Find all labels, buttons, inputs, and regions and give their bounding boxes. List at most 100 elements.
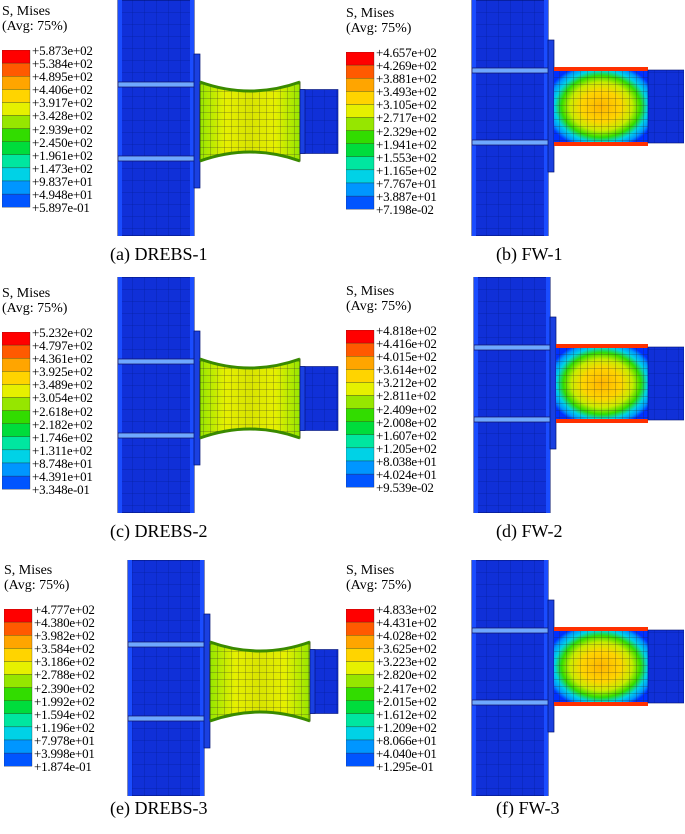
legend-swatch bbox=[346, 752, 375, 767]
legend-swatch bbox=[346, 52, 375, 66]
legend-value: +1.941e+02 bbox=[376, 136, 437, 152]
stiffener bbox=[117, 81, 199, 88]
legend-value: +1.311e+02 bbox=[32, 442, 93, 458]
stiffener bbox=[117, 432, 199, 439]
legend-value: +5.232e+02 bbox=[32, 325, 93, 340]
stiffener bbox=[471, 699, 553, 706]
legend-swatch bbox=[2, 50, 31, 64]
legend-value: +2.329e+02 bbox=[376, 123, 437, 139]
legend-value: +3.887e+01 bbox=[376, 189, 437, 205]
legend-swatch bbox=[346, 64, 375, 79]
legend-swatch bbox=[346, 117, 375, 131]
legend-value: +3.998e+01 bbox=[34, 746, 95, 762]
panel-caption: (d) FW-2 bbox=[496, 521, 563, 541]
legend-swatch bbox=[346, 395, 375, 409]
legend-colorbar bbox=[4, 609, 33, 767]
legend-swatch bbox=[4, 648, 33, 662]
fe-model-f bbox=[471, 560, 684, 796]
column bbox=[117, 0, 195, 236]
legend-swatch bbox=[346, 78, 375, 92]
legend-labels: +4.833e+02 +4.431e+02 +4.028e+02 +3.625e+02… bbox=[376, 603, 437, 773]
legend-value: +5.873e+02 bbox=[32, 43, 93, 58]
stiffener bbox=[473, 344, 555, 351]
legend-swatch bbox=[2, 410, 31, 424]
legend-swatch bbox=[2, 462, 31, 477]
legend-swatch bbox=[346, 169, 375, 184]
legend-swatch bbox=[2, 154, 31, 169]
legend-value: +4.895e+02 bbox=[32, 69, 93, 85]
legend-labels: +4.818e+02 +4.416e+02 +4.015e+02 +3.614e+02… bbox=[376, 324, 437, 494]
beam-end bbox=[647, 629, 684, 704]
legend-value: +2.008e+02 bbox=[376, 414, 437, 430]
legend-value: +4.040e+01 bbox=[376, 746, 437, 762]
legend-swatch bbox=[4, 621, 33, 636]
legend-swatch bbox=[346, 408, 375, 422]
legend-swatch bbox=[2, 193, 31, 208]
legend-value: +1.196e+02 bbox=[34, 719, 95, 735]
legend-swatch bbox=[2, 128, 31, 142]
legend-value: +4.948e+01 bbox=[32, 187, 93, 203]
legend-value: +2.820e+02 bbox=[376, 667, 437, 683]
stiffener bbox=[117, 358, 199, 365]
legend-swatch bbox=[2, 397, 31, 411]
legend-swatch bbox=[2, 115, 31, 129]
legend-value: +7.978e+01 bbox=[34, 732, 95, 748]
beam-end bbox=[299, 89, 339, 154]
legend-swatch bbox=[346, 130, 375, 144]
legend-swatch bbox=[2, 76, 31, 90]
legend-value: +2.939e+02 bbox=[32, 121, 93, 137]
legend-swatch bbox=[4, 609, 33, 623]
legend-value: +1.295e-01 bbox=[376, 759, 434, 775]
legend-swatch bbox=[346, 330, 375, 344]
legend-swatch bbox=[2, 475, 31, 490]
legend-value: +1.205e+02 bbox=[376, 440, 437, 456]
legend-title: S, Mises (Avg: 75%) bbox=[4, 563, 69, 593]
legend-value: +1.607e+02 bbox=[376, 427, 437, 443]
legend-value: +4.797e+02 bbox=[32, 338, 93, 354]
legend-swatch bbox=[2, 358, 31, 372]
legend-swatch bbox=[2, 141, 31, 155]
legend-value: +3.348e-01 bbox=[32, 482, 90, 498]
legend-colorbar bbox=[346, 52, 375, 210]
legend-swatch bbox=[2, 384, 31, 398]
legend-value: +2.409e+02 bbox=[376, 401, 437, 417]
legend-value: +4.028e+02 bbox=[376, 628, 437, 644]
legend-swatch bbox=[346, 674, 375, 688]
column bbox=[117, 277, 195, 513]
legend-value: +2.390e+02 bbox=[34, 680, 95, 696]
legend-title-line2: (Avg: 75%) bbox=[346, 21, 412, 36]
legend-value: +5.897e-01 bbox=[32, 200, 90, 216]
legend-title-line1: S, Mises bbox=[346, 284, 395, 299]
legend-value: +8.066e+01 bbox=[376, 732, 437, 748]
legend-title-line2: (Avg: 75%) bbox=[2, 19, 68, 34]
legend-value: +3.223e+02 bbox=[376, 654, 437, 670]
legend-value: +3.493e+02 bbox=[376, 84, 437, 100]
legend-swatch bbox=[346, 382, 375, 396]
legend-value: +3.489e+02 bbox=[32, 377, 93, 393]
legend-swatch bbox=[4, 739, 33, 754]
legend-swatch bbox=[4, 752, 33, 767]
legend-swatch bbox=[2, 180, 31, 195]
column bbox=[471, 560, 549, 796]
legend-swatch bbox=[346, 91, 375, 105]
legend-value: +1.553e+02 bbox=[376, 149, 437, 165]
legend-value: +3.614e+02 bbox=[376, 362, 437, 378]
legend-value: +4.015e+02 bbox=[376, 349, 437, 365]
column bbox=[471, 0, 549, 236]
legend-labels: +4.777e+02 +4.380e+02 +3.982e+02 +3.584e+02… bbox=[34, 603, 95, 773]
legend-value: +3.428e+02 bbox=[32, 108, 93, 124]
beam-end bbox=[647, 346, 684, 421]
legend-swatch bbox=[4, 661, 33, 675]
panel-f: S, Mises (Avg: 75%) +4.833e+02 +4.431e+02 +4… bbox=[342, 560, 684, 834]
legend-swatch bbox=[2, 332, 31, 346]
legend-swatch bbox=[346, 648, 375, 662]
legend-labels: +4.657e+02 +4.269e+02 +3.881e+02 +3.493e+02… bbox=[376, 46, 437, 216]
legend-swatch bbox=[346, 156, 375, 171]
legend-swatch bbox=[4, 687, 33, 701]
stiffener bbox=[127, 715, 209, 722]
legend-value: +3.625e+02 bbox=[376, 641, 437, 657]
legend-value: +1.961e+02 bbox=[32, 147, 93, 163]
legend-value: +4.391e+01 bbox=[32, 469, 93, 485]
legend-title-line1: S, Mises bbox=[4, 563, 53, 578]
legend-title-line2: (Avg: 75%) bbox=[2, 301, 68, 316]
